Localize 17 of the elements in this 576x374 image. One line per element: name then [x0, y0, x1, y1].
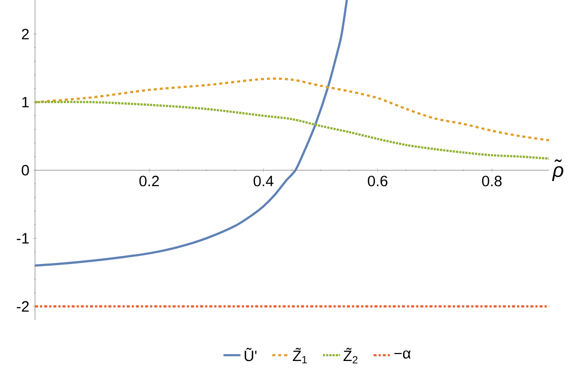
legend-label: Z̃$_{1}$ [292, 348, 307, 364]
y-tick-label: -1 [16, 233, 29, 244]
y-tick-label: -2 [16, 301, 29, 312]
y-tick-label: 1 [22, 96, 29, 108]
y-tick-label: 0 [22, 164, 29, 176]
legend-label: Z̃$_{2}$ [344, 348, 358, 364]
x-tick-label: 0.8 [482, 176, 502, 186]
legend-label: −α [394, 350, 411, 359]
line-series [35, 78, 549, 142]
y-tick-label: 2 [22, 28, 29, 40]
line-series [35, 0, 348, 267]
x-tick-label: 0.2 [139, 176, 159, 186]
x-axis-title: ρ̃ [552, 159, 564, 182]
x-tick-label: 0.4 [254, 176, 274, 186]
x-tick-label: 0.6 [368, 176, 388, 186]
legend-label: Ũ' [244, 348, 256, 362]
line-series [35, 100, 549, 160]
